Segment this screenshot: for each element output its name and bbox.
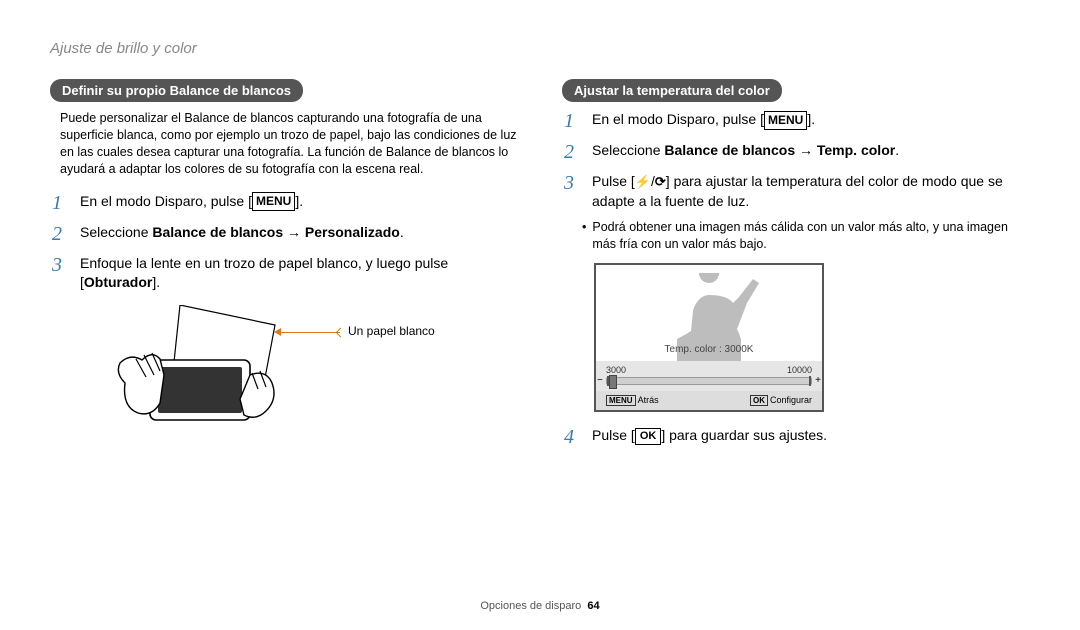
step-text-bold: Balance de blancos → Temp. color [664,142,895,158]
camera-paper-illustration: Un papel blanco [80,305,518,460]
note-text: Podrá obtener una imagen más cálida con … [592,219,1030,253]
step-number: 3 [564,172,582,211]
step-text-post: . [895,142,899,158]
two-column-layout: Definir su propio Balance de blancos Pue… [50,79,1030,460]
callout-leader-line [280,332,340,333]
step-text: Seleccione Balance de blancos → Personal… [80,223,518,246]
right-section-badge: Ajustar la temperatura del color [562,79,782,102]
flash-icon: ⚡ [635,173,651,191]
step-text-pre: Seleccione [80,224,152,240]
footer-section: Opciones de disparo [480,600,581,612]
right-step-2: 2 Seleccione Balance de blancos → Temp. … [562,141,1030,164]
slider-thumb[interactable] [609,375,617,389]
left-step-1: 1 En el modo Disparo, pulse [MENU]. [50,192,518,215]
lcd-screenshot: Temp. color : 3000K 3000 10000 − + [594,263,1030,412]
step-number: 2 [564,141,582,164]
step-text-bold: Balance de blancos → Personalizado [152,224,399,240]
menu-icon: MENU [606,395,636,406]
temp-color-readout: Temp. color : 3000K [596,344,822,355]
step-text-post: . [400,224,404,240]
illustration-label: Un papel blanco [348,324,435,338]
timer-icon: ⟳ [655,173,666,191]
footer-page-number: 64 [587,600,599,612]
right-step-3: 3 Pulse [⚡/⟳] para ajustar la temperatur… [562,172,1030,211]
step-text-post: ] para guardar sus ajustes. [661,427,827,443]
step-text-bold: Obturador [84,274,152,290]
menu-icon: MENU [252,192,295,211]
slider-range-labels: 3000 10000 [606,365,812,375]
step-text: Pulse [OK] para guardar sus ajustes. [592,426,1030,449]
step-text-pre: En el modo Disparo, pulse [ [592,111,764,127]
ok-icon: OK [750,395,768,406]
step-text-post: ]. [807,111,815,127]
left-step-2: 2 Seleccione Balance de blancos → Person… [50,223,518,246]
ok-icon: OK [635,428,662,445]
step-number: 2 [52,223,70,246]
step-number: 3 [52,254,70,293]
step-text: Enfoque la lente en un trozo de papel bl… [80,254,518,293]
left-column: Definir su propio Balance de blancos Pue… [50,79,518,460]
back-label: Atrás [638,395,659,405]
step-text: En el modo Disparo, pulse [MENU]. [592,110,1030,133]
right-column: Ajustar la temperatura del color 1 En el… [562,79,1030,460]
step-text: Pulse [⚡/⟳] para ajustar la temperatura … [592,172,1030,211]
lcd-button-bar: MENUAtrás OKConfigurar [596,391,822,410]
slider-tick [809,376,811,386]
ok-label: Configurar [770,395,812,405]
step-text-post: ]. [152,274,160,290]
step-text-pre: Pulse [ [592,173,635,189]
note-bullet: Podrá obtener una imagen más cálida con … [562,219,1030,253]
step-number: 1 [564,110,582,133]
left-section-badge: Definir su propio Balance de blancos [50,79,303,102]
step-text: En el modo Disparo, pulse [MENU]. [80,192,518,215]
slider-area: 3000 10000 − + [596,361,822,391]
minus-icon: − [597,375,603,386]
menu-icon: MENU [764,111,807,130]
page-footer: Opciones de disparo 64 [0,600,1080,612]
step-text-pre: En el modo Disparo, pulse [ [80,193,252,209]
step-text-pre: Pulse [ [592,427,635,443]
right-step-1: 1 En el modo Disparo, pulse [MENU]. [562,110,1030,133]
right-step-4: 4 Pulse [OK] para guardar sus ajustes. [562,426,1030,449]
back-hint: MENUAtrás [606,395,659,406]
step-number: 1 [52,192,70,215]
slider-max-label: 10000 [787,365,812,375]
ok-hint: OKConfigurar [750,395,812,406]
plus-icon: + [815,375,821,386]
left-description: Puede personalizar el Balance de blancos… [50,110,518,178]
lcd-viewport: Temp. color : 3000K [596,265,822,361]
step-text: Seleccione Balance de blancos → Temp. co… [592,141,1030,164]
left-step-3: 3 Enfoque la lente en un trozo de papel … [50,254,518,293]
lcd-frame: Temp. color : 3000K 3000 10000 − + [594,263,824,412]
temp-slider[interactable]: − + [606,377,812,385]
step-number: 4 [564,426,582,449]
step-text-post: ]. [295,193,303,209]
step-text-pre: Seleccione [592,142,664,158]
page-title: Ajuste de brillo y color [50,40,1030,57]
slider-min-label: 3000 [606,365,626,375]
